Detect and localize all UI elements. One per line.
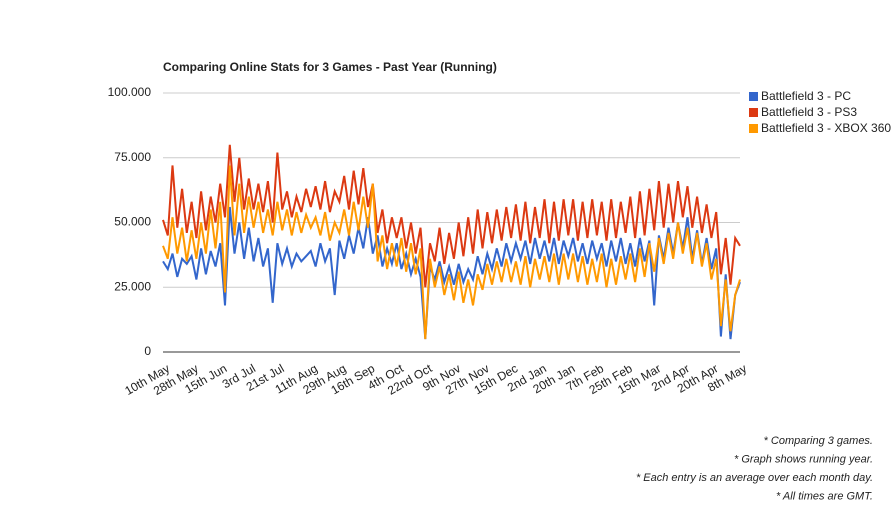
legend-label: Battlefield 3 - PS3 (761, 105, 857, 119)
series-line (162, 206, 741, 340)
legend-swatch (749, 92, 758, 101)
y-tick-label: 25.000 (114, 279, 151, 293)
chart-title: Comparing Online Stats for 3 Games - Pas… (163, 60, 497, 74)
y-tick-label: 100.000 (108, 85, 152, 99)
legend-label: Battlefield 3 - PC (761, 89, 851, 103)
footnote: * Graph shows running year. (734, 453, 873, 465)
series-line (162, 144, 741, 288)
y-tick-label: 50.000 (114, 215, 151, 229)
legend-swatch (749, 108, 758, 117)
footnote: * All times are GMT. (776, 490, 873, 502)
y-tick-label: 0 (144, 344, 151, 358)
footnote: * Comparing 3 games. (764, 435, 873, 447)
y-tick-label: 75.000 (114, 150, 151, 164)
series-line (162, 165, 741, 340)
footnote: * Each entry is an average over each mon… (636, 472, 873, 484)
legend-label: Battlefield 3 - XBOX 360 (761, 121, 891, 135)
legend-swatch (749, 124, 758, 133)
